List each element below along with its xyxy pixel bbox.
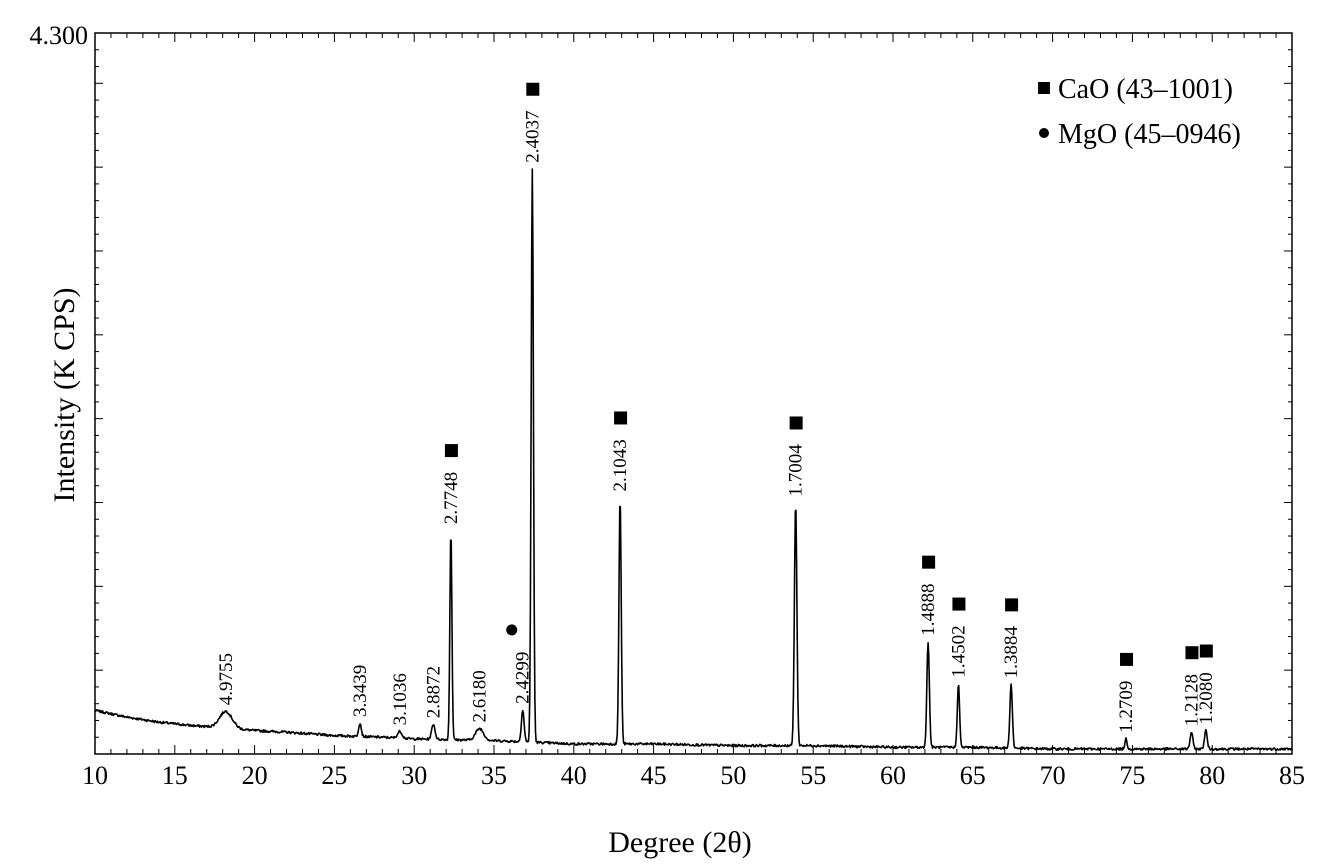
- cao-marker-square-icon: [922, 555, 936, 569]
- y-axis-title: Intensity (K CPS): [48, 287, 81, 502]
- legend-mgo-label: MgO (45–0946): [1058, 119, 1241, 150]
- peak-label: 2.8872: [423, 666, 444, 718]
- x-tick-label: 50: [720, 761, 746, 790]
- x-tick-label: 70: [1040, 761, 1066, 790]
- legend-cao-marker-square-icon: [1038, 82, 1050, 94]
- peak-label: 1.4502: [948, 625, 969, 677]
- x-tick-label: 30: [401, 761, 427, 790]
- peak-labels: 4.9755 3.3439 3.1036 2.8872 2.7748 2.6180 2.42…: [216, 110, 1217, 732]
- peak-label: 1.2709: [1116, 681, 1137, 733]
- x-tick-label: 20: [242, 761, 268, 790]
- legend: CaO (43–1001) MgO (45–0946): [1038, 74, 1241, 150]
- x-tick-label: 40: [561, 761, 587, 790]
- cao-marker-square-icon: [1005, 598, 1019, 612]
- cao-marker-square-icon: [1185, 646, 1199, 660]
- plot-area-frame: [94, 32, 1293, 755]
- x-tick-label: 10: [82, 761, 108, 790]
- peak-label: 4.9755: [216, 653, 237, 705]
- peak-label: 2.4299: [513, 652, 534, 704]
- legend-cao-label: CaO (43–1001): [1058, 74, 1233, 105]
- x-tick-label: 25: [321, 761, 347, 790]
- cao-marker-square-icon: [789, 416, 803, 430]
- x-tick-label: 75: [1119, 761, 1145, 790]
- diffraction-trace: [94, 168, 1293, 751]
- cao-marker-square-icon: [526, 82, 540, 96]
- y-axis-ticks: [95, 32, 1292, 755]
- peak-label: 1.4888: [918, 583, 939, 635]
- peak-label: 1.2080: [1196, 672, 1217, 724]
- x-tick-label: 85: [1279, 761, 1305, 790]
- peak-label: 2.7748: [441, 472, 462, 524]
- x-tick-label: 45: [641, 761, 667, 790]
- peak-label: 2.6180: [470, 670, 491, 722]
- x-tick-label: 35: [481, 761, 507, 790]
- y-max-tick-label: 4.300: [30, 21, 89, 50]
- cao-marker-square-icon: [614, 411, 628, 425]
- cao-marker-square-icon: [444, 444, 458, 458]
- x-tick-label: 60: [880, 761, 906, 790]
- peak-label: 2.4037: [522, 110, 543, 162]
- x-tick-label: 55: [800, 761, 826, 790]
- cao-marker-square-icon: [1120, 652, 1134, 666]
- x-tick-label: 15: [162, 761, 188, 790]
- peak-label: 2.1043: [610, 439, 631, 491]
- peak-label: 1.7004: [786, 444, 807, 497]
- x-axis-title: Degree (2θ): [608, 826, 751, 859]
- peak-label: 1.2128: [1182, 674, 1203, 726]
- peak-label: 3.1036: [390, 673, 411, 725]
- peak-label: 3.3439: [350, 665, 371, 717]
- peak-label: 1.3884: [1001, 626, 1022, 679]
- x-tick-label: 65: [960, 761, 986, 790]
- legend-mgo-marker-circle-icon: [1039, 128, 1049, 138]
- cao-marker-square-icon: [1199, 644, 1213, 658]
- cao-marker-square-icon: [952, 597, 966, 611]
- mgo-marker-circle-icon: [506, 624, 518, 636]
- x-axis-ticks: 10 15 20 25 30 35 40 45 50 55 60 65 70 75 80 85: [82, 33, 1305, 790]
- x-tick-label: 80: [1199, 761, 1225, 790]
- phase-markers: [444, 82, 1213, 666]
